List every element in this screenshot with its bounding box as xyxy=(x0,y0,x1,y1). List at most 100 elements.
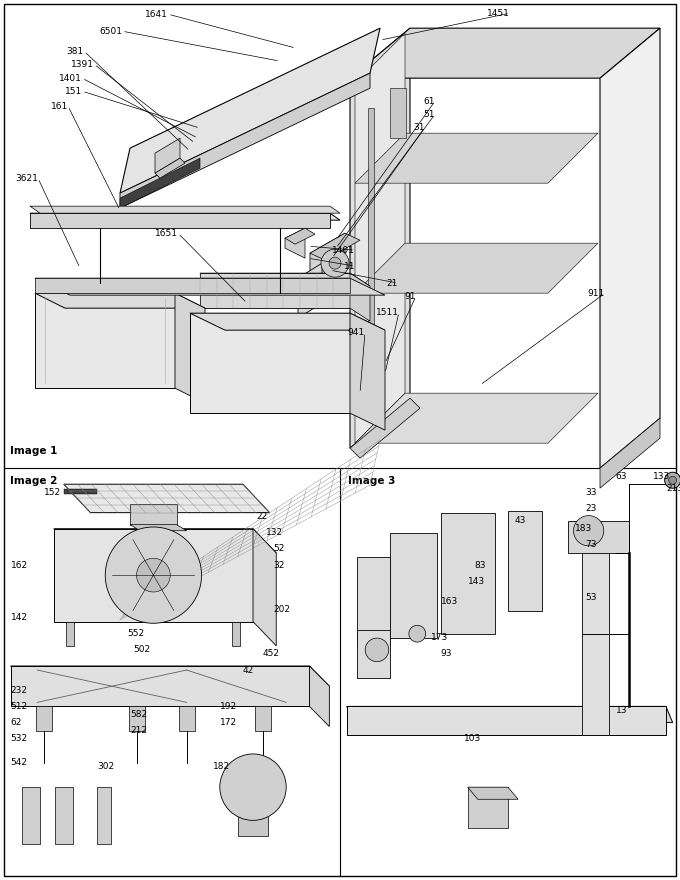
Text: 163: 163 xyxy=(441,597,458,606)
Polygon shape xyxy=(285,228,305,258)
Text: 6501: 6501 xyxy=(99,26,122,36)
Text: 502: 502 xyxy=(133,645,150,655)
Text: 61: 61 xyxy=(424,97,435,106)
Polygon shape xyxy=(298,263,322,319)
Text: 1641: 1641 xyxy=(145,10,168,18)
Circle shape xyxy=(321,249,349,277)
Text: 152: 152 xyxy=(44,488,61,497)
Text: 941: 941 xyxy=(348,327,365,337)
Polygon shape xyxy=(468,787,508,827)
Text: 3621: 3621 xyxy=(15,173,38,183)
Text: 911: 911 xyxy=(588,289,605,297)
Text: 103: 103 xyxy=(464,734,481,744)
Polygon shape xyxy=(350,313,385,430)
Polygon shape xyxy=(390,88,406,138)
Text: 91: 91 xyxy=(405,291,416,301)
Text: 1401: 1401 xyxy=(332,246,355,254)
Polygon shape xyxy=(253,529,276,646)
Polygon shape xyxy=(508,510,541,612)
Polygon shape xyxy=(582,545,609,735)
Polygon shape xyxy=(350,398,420,458)
Polygon shape xyxy=(179,707,194,730)
Circle shape xyxy=(668,476,677,484)
Polygon shape xyxy=(35,293,175,388)
Polygon shape xyxy=(575,529,615,545)
Text: 83: 83 xyxy=(475,561,486,569)
Polygon shape xyxy=(441,512,494,634)
Polygon shape xyxy=(155,158,185,178)
Polygon shape xyxy=(11,666,309,707)
Text: Image 2: Image 2 xyxy=(10,476,57,486)
Text: 452: 452 xyxy=(263,649,280,658)
Text: 232: 232 xyxy=(11,686,28,694)
Text: 22: 22 xyxy=(256,512,267,521)
Text: 162: 162 xyxy=(11,561,28,569)
Text: 151: 151 xyxy=(65,86,82,96)
Text: 63: 63 xyxy=(615,472,627,480)
Polygon shape xyxy=(190,313,385,330)
Polygon shape xyxy=(468,787,518,799)
Text: 183: 183 xyxy=(575,524,592,533)
Polygon shape xyxy=(54,529,253,621)
Polygon shape xyxy=(30,206,340,213)
Text: 1651: 1651 xyxy=(155,229,178,238)
Circle shape xyxy=(137,558,170,592)
Circle shape xyxy=(105,527,201,623)
Text: 182: 182 xyxy=(213,762,231,772)
Polygon shape xyxy=(355,243,598,293)
Circle shape xyxy=(365,638,389,662)
Polygon shape xyxy=(368,108,374,388)
Polygon shape xyxy=(35,293,205,308)
Polygon shape xyxy=(11,666,329,686)
Text: 173: 173 xyxy=(430,634,448,642)
Polygon shape xyxy=(120,28,380,194)
Text: 11: 11 xyxy=(343,261,355,271)
Text: 143: 143 xyxy=(468,576,485,586)
Text: 213: 213 xyxy=(666,484,680,493)
Polygon shape xyxy=(190,313,350,414)
Polygon shape xyxy=(238,811,268,836)
Polygon shape xyxy=(35,278,350,293)
Polygon shape xyxy=(233,621,241,646)
Text: 212: 212 xyxy=(130,726,147,735)
Text: 192: 192 xyxy=(220,702,237,711)
Polygon shape xyxy=(97,787,111,844)
Text: 542: 542 xyxy=(11,759,28,767)
Text: 512: 512 xyxy=(11,702,28,711)
Polygon shape xyxy=(175,293,205,403)
Circle shape xyxy=(329,257,341,269)
Polygon shape xyxy=(64,489,97,495)
Polygon shape xyxy=(355,33,405,444)
Polygon shape xyxy=(350,273,370,321)
Text: 202: 202 xyxy=(273,605,290,614)
Polygon shape xyxy=(285,228,315,244)
Polygon shape xyxy=(309,666,329,727)
Polygon shape xyxy=(600,28,660,468)
Polygon shape xyxy=(35,278,385,295)
Polygon shape xyxy=(390,532,437,638)
Polygon shape xyxy=(200,273,350,308)
Text: 1511: 1511 xyxy=(376,308,399,317)
Polygon shape xyxy=(355,133,598,183)
Polygon shape xyxy=(347,707,666,735)
Text: 1401: 1401 xyxy=(59,74,82,83)
Polygon shape xyxy=(347,707,673,722)
Polygon shape xyxy=(30,213,330,228)
Text: 142: 142 xyxy=(11,613,28,622)
Text: Image 1: Image 1 xyxy=(10,446,57,456)
Polygon shape xyxy=(36,707,52,730)
Polygon shape xyxy=(357,557,390,646)
Text: 43: 43 xyxy=(515,517,526,525)
Polygon shape xyxy=(600,418,660,488)
Text: 13: 13 xyxy=(615,706,627,715)
Text: 302: 302 xyxy=(97,762,114,772)
Polygon shape xyxy=(200,273,370,286)
Polygon shape xyxy=(350,28,410,448)
Polygon shape xyxy=(255,707,271,730)
Text: 42: 42 xyxy=(243,665,254,675)
Polygon shape xyxy=(310,233,360,260)
Circle shape xyxy=(664,473,680,488)
Text: 133: 133 xyxy=(653,472,670,480)
Text: 532: 532 xyxy=(11,734,28,744)
Polygon shape xyxy=(310,233,345,293)
